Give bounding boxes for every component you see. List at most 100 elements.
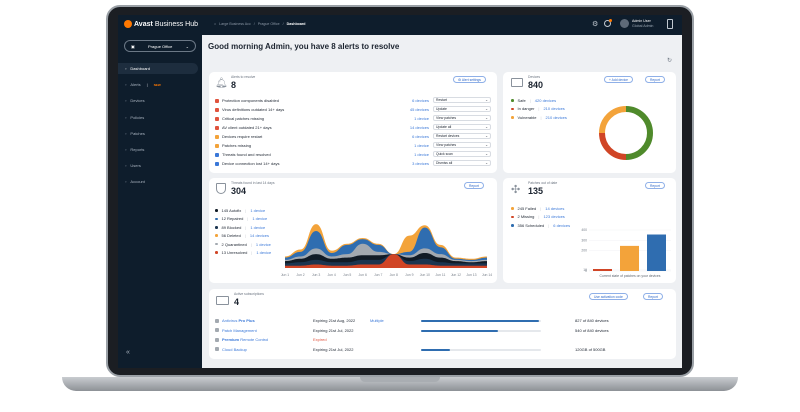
use-activation-code-button[interactable]: Use activation code: [589, 293, 628, 300]
subscription-name-link[interactable]: Cloud Backup: [222, 346, 247, 352]
legend-devices-link[interactable]: 1 device: [250, 224, 266, 230]
legend-item: 89 Blocked | 1 device: [215, 225, 265, 230]
legend-label: 145 Autofix: [221, 208, 242, 213]
alert-severity-icon: [215, 107, 219, 112]
sidebar-item-alerts[interactable]: ▫ Alerts | NEW: [125, 82, 161, 88]
sidebar-item-users[interactable]: ▫ Users: [118, 160, 202, 171]
alert-devices-link[interactable]: 14 devices: [409, 125, 429, 130]
donut-slice-safe: [625, 106, 653, 160]
alert-action-select[interactable]: Restart ⌄: [433, 97, 491, 103]
x-tick-label: Jun 4: [327, 273, 335, 277]
alert-action-select[interactable]: View patches ⌄: [433, 115, 491, 121]
alert-devices-link[interactable]: 6 devices: [412, 134, 429, 139]
laptop-notch: [360, 377, 440, 382]
donut-slice-vulnerable: [599, 106, 627, 134]
sidebar-item-devices[interactable]: ▫ Devices: [118, 95, 202, 106]
sidebar-item-label: Patches: [130, 130, 145, 136]
alert-action-select[interactable]: Update ⌄: [433, 106, 491, 112]
legend-dot: [215, 234, 218, 237]
alert-devices-link[interactable]: 1 device: [414, 143, 429, 148]
alert-action-select[interactable]: Update all ⌄: [433, 124, 491, 130]
threats-report-button[interactable]: Report: [464, 182, 484, 189]
breadcrumb-item[interactable]: Large Business Acc: [219, 22, 251, 26]
product-icon: [215, 318, 219, 323]
alert-devices-link[interactable]: 45 devices: [409, 107, 429, 112]
add-device-button[interactable]: + Add device: [604, 76, 633, 83]
legend-devices-link[interactable]: 1 device: [250, 208, 266, 213]
chevron-down-icon: ⌄: [485, 152, 488, 156]
laptop-base: [62, 377, 738, 391]
alert-severity-icon: [215, 152, 219, 157]
legend-label: 12 Repaired: [221, 216, 244, 222]
x-tick-label: Jun 9: [405, 273, 413, 277]
subscription-name-link[interactable]: Premium Remote Control: [222, 337, 269, 342]
alert-action-select[interactable]: View patches ⌄: [433, 142, 491, 148]
devices-report-button[interactable]: Report: [645, 76, 665, 83]
subscription-row: Cloud Backup: [215, 347, 247, 352]
home-icon[interactable]: ⌂: [214, 22, 217, 26]
multiple-link[interactable]: Multiple: [370, 318, 384, 323]
alert-devices-link[interactable]: 1 device: [414, 116, 429, 121]
subscription-name-link[interactable]: Antivirus Pro Plus: [222, 318, 255, 323]
alert-devices-link[interactable]: 6 devices: [412, 98, 429, 103]
alert-action-select[interactable]: Dismiss all ⌄: [433, 160, 491, 166]
alert-action-select[interactable]: Restart devices ⌄: [433, 133, 491, 139]
gear-icon[interactable]: ⚙: [592, 21, 599, 28]
home-icon: ▫: [125, 66, 127, 71]
collapse-sidebar-button[interactable]: «: [126, 349, 130, 356]
legend-devices-link[interactable]: 123 devices: [543, 214, 565, 220]
sidebar-item-reports[interactable]: ▫ Reports: [118, 144, 202, 155]
sidebar-item-dashboard[interactable]: ▫ Dashboard: [118, 63, 198, 74]
alert-settings-button[interactable]: ⚙ Alert settings: [453, 76, 486, 83]
brand-name: Avast: [134, 20, 153, 28]
user-name[interactable]: Admin User: [632, 19, 651, 23]
legend-devices-link[interactable]: 210 devices: [543, 106, 565, 112]
bell-icon: 🔔︎: [215, 78, 228, 89]
legend-devices-link[interactable]: 14 devices: [249, 233, 270, 239]
new-badge: NEW: [153, 82, 161, 87]
patches-report-button[interactable]: Report: [645, 182, 665, 189]
breadcrumb: ⌂ Large Business Acc / Prague Office / Das…: [214, 22, 306, 26]
devices-switch-icon[interactable]: [667, 19, 673, 29]
sidebar-item-policies[interactable]: ▫ Policies: [118, 112, 202, 123]
alert-text: Critical patches missing: [222, 116, 265, 121]
logo[interactable]: Avast Business Hub: [124, 20, 198, 28]
chevron-down-icon: ⌄: [485, 161, 488, 165]
refresh-icon[interactable]: ↻: [667, 58, 673, 64]
legend-item: 356 Scheduled | 6 devices: [511, 223, 570, 228]
subscriptions-report-button[interactable]: Report: [643, 293, 663, 300]
alert-row: Protection components disabled: [215, 98, 279, 103]
sidebar-item-label: Devices: [130, 98, 145, 104]
legend-devices-link[interactable]: 6 devices: [553, 222, 571, 228]
subscription-status: Expiring 21st Aug, 2022: [313, 318, 356, 323]
legend-devices-link[interactable]: 420 devices: [534, 98, 557, 103]
sidebar-item-patches[interactable]: ▫ Patches: [118, 128, 202, 139]
breadcrumb-item[interactable]: Prague Office: [257, 22, 280, 26]
usage-text: 540 of 840 devices: [575, 327, 609, 333]
avast-logo-icon: [124, 20, 132, 28]
legend-devices-link[interactable]: 1 device: [256, 250, 272, 255]
subscription-name-link[interactable]: Patch Management: [222, 327, 257, 333]
alert-text: Virus definitions outdated 14+ days: [222, 107, 285, 112]
legend-devices-link[interactable]: 1 device: [252, 216, 268, 222]
office-selector[interactable]: ▣ Prague Office ⌄: [124, 40, 196, 52]
notifications-icon[interactable]: [604, 19, 612, 27]
legend-devices-link[interactable]: 1 device: [255, 241, 271, 247]
legend-devices-link[interactable]: 14 devices: [545, 206, 565, 211]
alert-action-value: Update all: [436, 125, 452, 129]
alert-action-select[interactable]: Quick scan ⌄: [433, 151, 491, 157]
sidebar-item-label: Policies: [130, 114, 145, 120]
x-tick-label: Jun 2: [296, 273, 304, 277]
credit-card-icon: [216, 296, 229, 305]
legend-dot: [511, 224, 514, 227]
legend-devices-link[interactable]: 210 devices: [545, 114, 567, 120]
avatar[interactable]: [620, 19, 629, 28]
product-icon: [215, 337, 219, 342]
y-tick-label: 10: [583, 268, 587, 272]
sidebar-item-account[interactable]: ▫ Account: [118, 176, 202, 187]
legend-item: 245 Failed | 14 devices: [511, 206, 564, 211]
alert-devices-link[interactable]: 1 device: [414, 152, 429, 157]
subscription-row: Premium Remote Control: [215, 337, 268, 342]
alert-devices-link[interactable]: 3 devices: [412, 161, 429, 166]
alert-severity-icon: [215, 134, 219, 139]
